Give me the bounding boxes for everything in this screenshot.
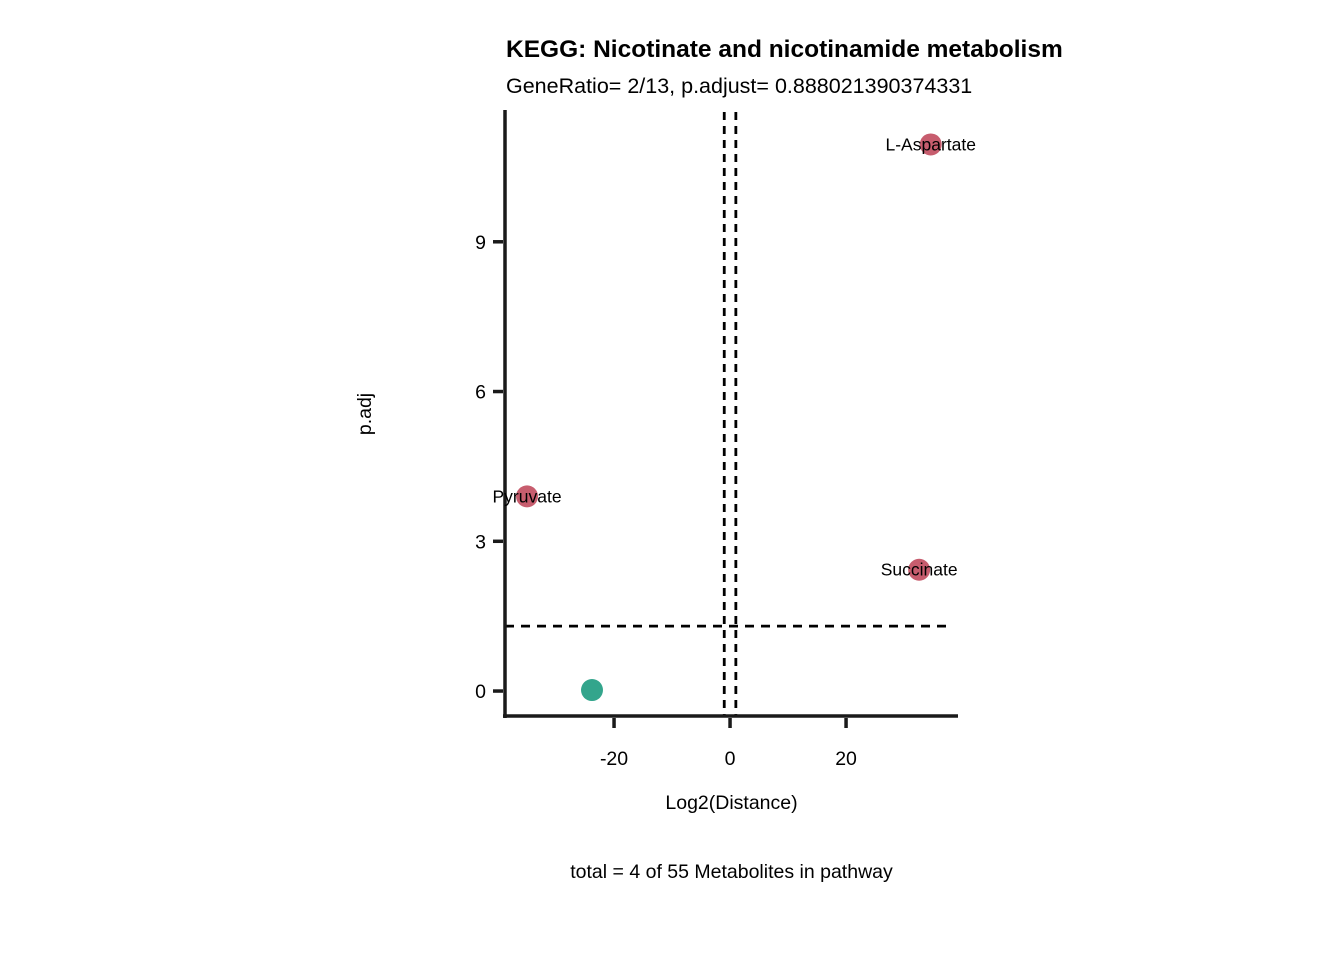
y-tick-label-2: 6 xyxy=(475,382,486,404)
chart-title: KEGG: Nicotinate and nicotinamide metabo… xyxy=(506,36,1063,63)
y-tick-label-0: 0 xyxy=(475,681,486,703)
data-point-3 xyxy=(581,679,604,702)
point-label-2: Succinate xyxy=(881,560,958,580)
data-point-pyruvate xyxy=(516,485,539,508)
x-axis-title: Log2(Distance) xyxy=(665,792,797,814)
x-tick-label-1: 0 xyxy=(725,748,736,770)
data-point-succinate xyxy=(908,558,931,581)
chart-subtitle: GeneRatio= 2/13, p.adjust= 0.88802139037… xyxy=(506,74,973,98)
data-point-l-aspartate xyxy=(919,133,942,156)
chart-caption: total = 4 of 55 Metabolites in pathway xyxy=(570,861,893,883)
y-tick-label-1: 3 xyxy=(475,531,486,553)
x-tick-label-0: -20 xyxy=(600,748,628,770)
y-axis-title: p.adj xyxy=(354,393,376,435)
point-label-1: Pyruvate xyxy=(493,486,562,506)
point-label-0: L-Aspartate xyxy=(886,134,976,154)
y-tick-label-3: 9 xyxy=(475,232,486,254)
x-tick-label-2: 20 xyxy=(835,748,857,770)
